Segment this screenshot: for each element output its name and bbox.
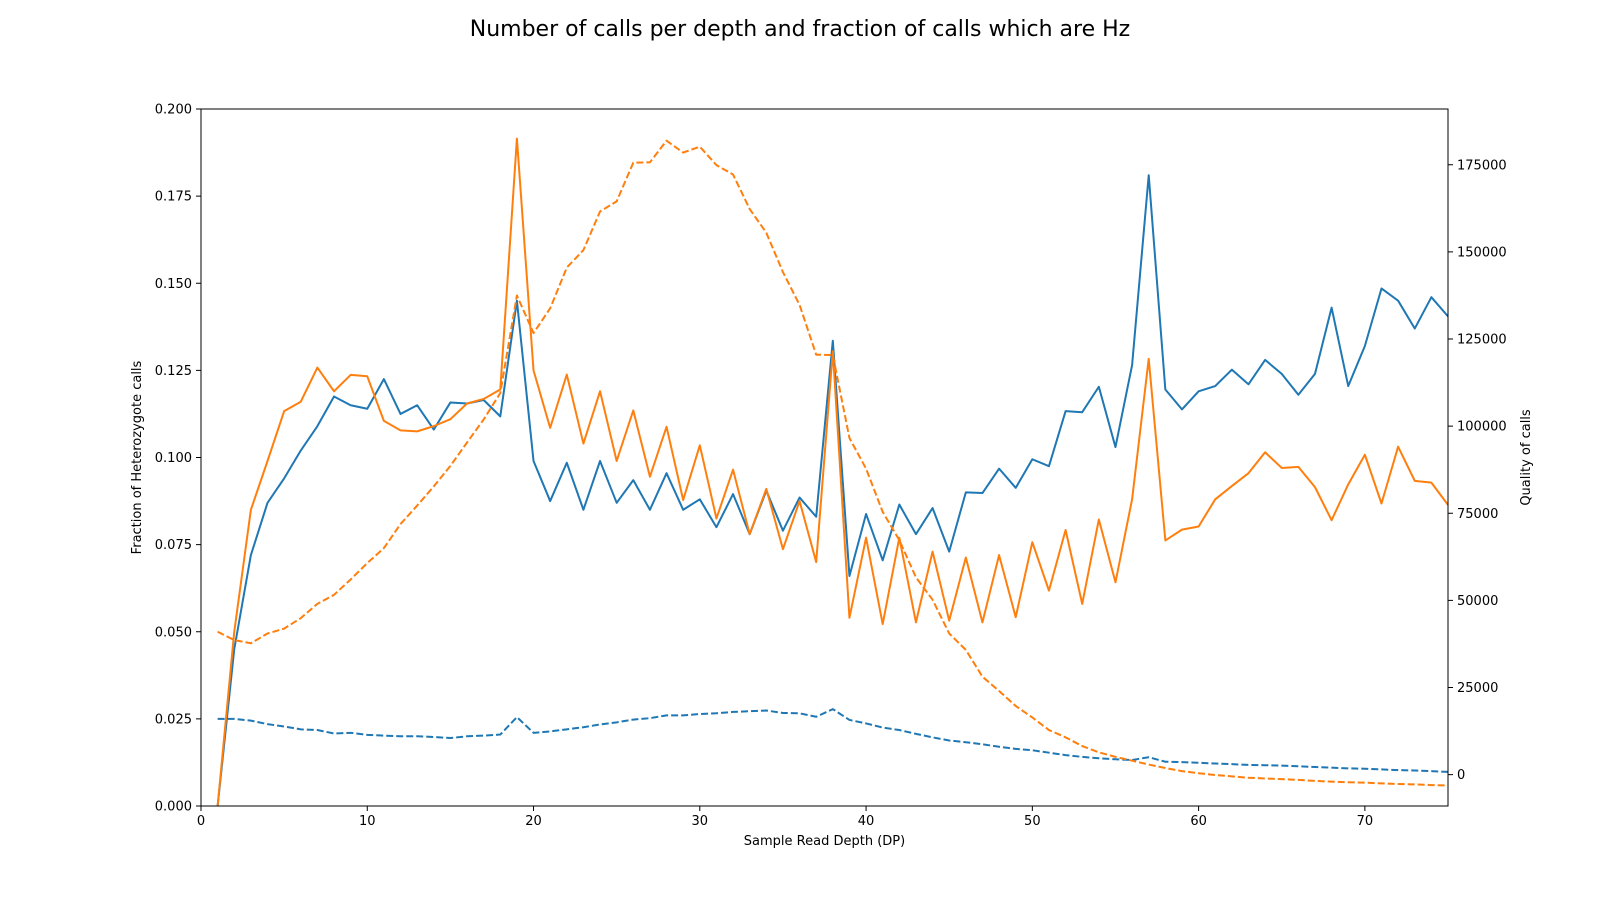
x-tick-label: 60 [1190, 814, 1207, 829]
y-tick-label: 0.075 [155, 538, 192, 553]
x-tick-label: 70 [1357, 814, 1374, 829]
series-line-2 [216, 137, 1449, 807]
y2-tick-label: 175000 [1457, 158, 1507, 173]
x-axis: 0 10 20 30 40 50 60 70 [197, 806, 1373, 829]
x-tick-label: 30 [692, 814, 709, 829]
y-tick-label: 0.000 [155, 800, 192, 815]
y-axis-right: 0 25000 50000 75000 100000 125000 150000 175000 [1448, 158, 1507, 783]
y-tick-label: 0.025 [155, 712, 192, 727]
y-axis-left: 0.000 0.025 0.050 0.075 0.100 0.125 0.150 0.175… [155, 103, 201, 815]
series-line-1 [216, 174, 1449, 807]
y-tick-label: 0.150 [155, 277, 192, 292]
x-tick-label: 50 [1024, 814, 1041, 829]
y2-axis-label: Quality of calls [1519, 409, 1534, 506]
y2-tick-label: 125000 [1457, 333, 1507, 348]
y-tick-label: 0.100 [155, 451, 192, 466]
y-tick-label: 0.125 [155, 364, 192, 379]
x-tick-label: 20 [525, 814, 542, 829]
chart-title: Number of calls per depth and fraction o… [470, 17, 1130, 42]
y2-tick-label: 150000 [1457, 245, 1507, 260]
y2-tick-label: 50000 [1457, 594, 1498, 609]
x-tick-label: 10 [359, 814, 376, 829]
y-axis-label: Fraction of Heterozygote calls [130, 360, 145, 554]
x-tick-label: 40 [858, 814, 875, 829]
series-group [216, 137, 1449, 807]
y2-tick-label: 25000 [1457, 681, 1498, 696]
y2-tick-label: 75000 [1457, 507, 1498, 522]
series-line-4 [217, 139, 1449, 787]
y2-tick-label: 0 [1457, 768, 1465, 783]
y2-tick-label: 100000 [1457, 420, 1507, 435]
y-tick-label: 0.175 [155, 190, 192, 205]
x-axis-label: Sample Read Depth (DP) [744, 834, 905, 849]
y-tick-label: 0.050 [155, 625, 192, 640]
series-line-3 [217, 708, 1449, 773]
x-tick-label: 0 [197, 814, 205, 829]
y-tick-label: 0.200 [155, 103, 192, 118]
